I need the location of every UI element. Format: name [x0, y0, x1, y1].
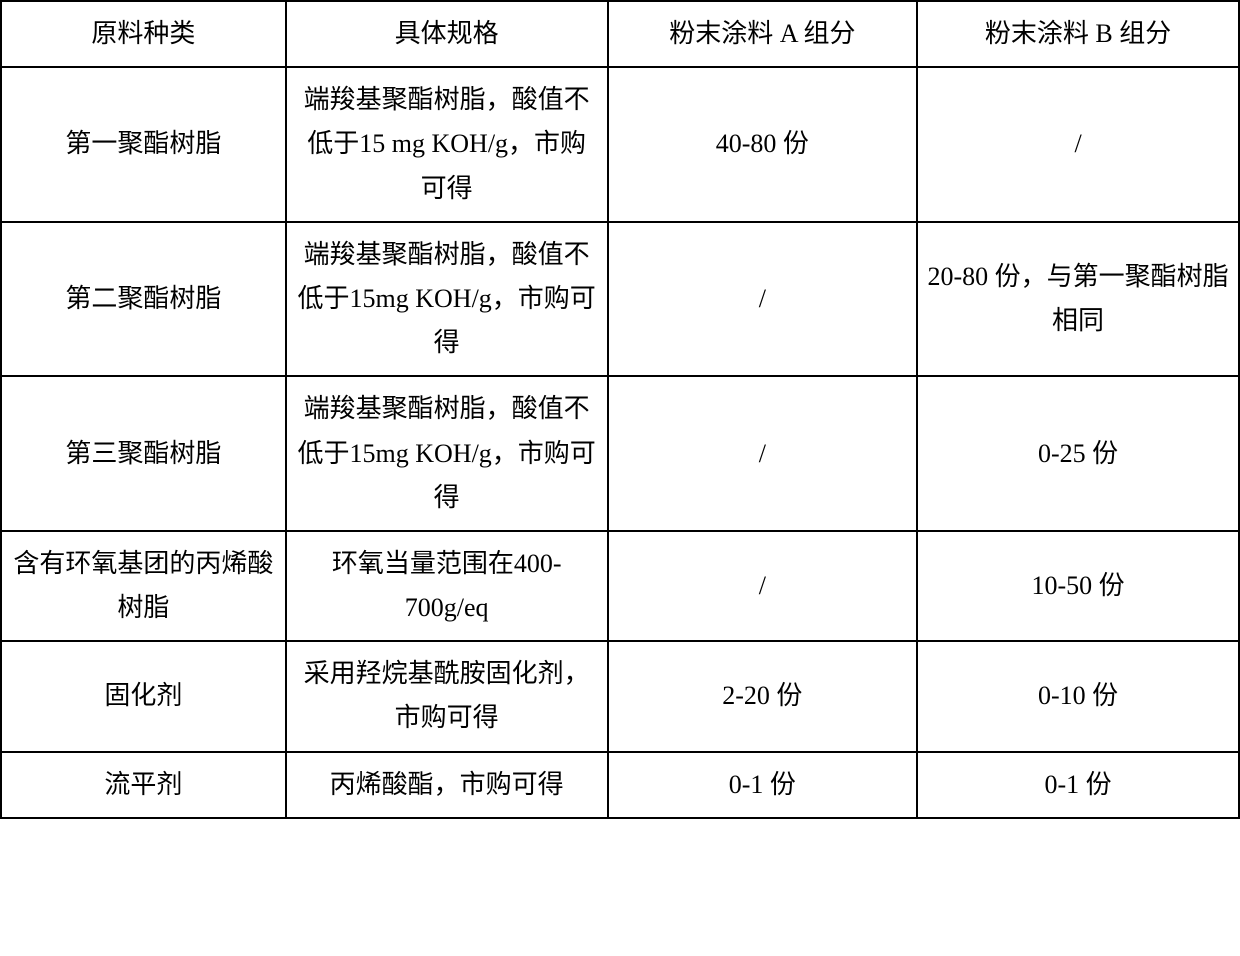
cell-component-a: 0-1 份	[608, 752, 918, 818]
cell-material-type: 第二聚酯树脂	[1, 222, 286, 377]
header-component-a: 粉末涂料 A 组分	[608, 1, 918, 67]
cell-component-b: /	[917, 67, 1239, 222]
cell-specification: 丙烯酸酯，市购可得	[286, 752, 608, 818]
table-row: 第二聚酯树脂 端羧基聚酯树脂，酸值不低于15mg KOH/g，市购可得 / 20…	[1, 222, 1239, 377]
header-component-b: 粉末涂料 B 组分	[917, 1, 1239, 67]
cell-component-b: 0-25 份	[917, 376, 1239, 531]
cell-material-type: 流平剂	[1, 752, 286, 818]
table-row: 第三聚酯树脂 端羧基聚酯树脂，酸值不低于15mg KOH/g，市购可得 / 0-…	[1, 376, 1239, 531]
cell-specification: 端羧基聚酯树脂，酸值不低于15mg KOH/g，市购可得	[286, 222, 608, 377]
cell-specification: 环氧当量范围在400-700g/eq	[286, 531, 608, 641]
header-specification: 具体规格	[286, 1, 608, 67]
cell-specification: 端羧基聚酯树脂，酸值不低于15mg KOH/g，市购可得	[286, 376, 608, 531]
materials-table: 原料种类 具体规格 粉末涂料 A 组分 粉末涂料 B 组分 第一聚酯树脂 端羧基…	[0, 0, 1240, 819]
cell-component-a: /	[608, 222, 918, 377]
table-row: 第一聚酯树脂 端羧基聚酯树脂，酸值不低于15 mg KOH/g，市购可得 40-…	[1, 67, 1239, 222]
cell-component-a: 40-80 份	[608, 67, 918, 222]
table-row: 含有环氧基团的丙烯酸树脂 环氧当量范围在400-700g/eq / 10-50 …	[1, 531, 1239, 641]
cell-component-b: 10-50 份	[917, 531, 1239, 641]
cell-component-a: 2-20 份	[608, 641, 918, 751]
cell-component-a: /	[608, 376, 918, 531]
cell-material-type: 固化剂	[1, 641, 286, 751]
cell-material-type: 含有环氧基团的丙烯酸树脂	[1, 531, 286, 641]
cell-component-a: /	[608, 531, 918, 641]
cell-material-type: 第一聚酯树脂	[1, 67, 286, 222]
header-material-type: 原料种类	[1, 1, 286, 67]
table-row: 流平剂 丙烯酸酯，市购可得 0-1 份 0-1 份	[1, 752, 1239, 818]
table-row: 固化剂 采用羟烷基酰胺固化剂，市购可得 2-20 份 0-10 份	[1, 641, 1239, 751]
cell-component-b: 20-80 份，与第一聚酯树脂相同	[917, 222, 1239, 377]
cell-component-b: 0-1 份	[917, 752, 1239, 818]
cell-component-b: 0-10 份	[917, 641, 1239, 751]
cell-specification: 采用羟烷基酰胺固化剂，市购可得	[286, 641, 608, 751]
cell-material-type: 第三聚酯树脂	[1, 376, 286, 531]
cell-specification: 端羧基聚酯树脂，酸值不低于15 mg KOH/g，市购可得	[286, 67, 608, 222]
table-header-row: 原料种类 具体规格 粉末涂料 A 组分 粉末涂料 B 组分	[1, 1, 1239, 67]
